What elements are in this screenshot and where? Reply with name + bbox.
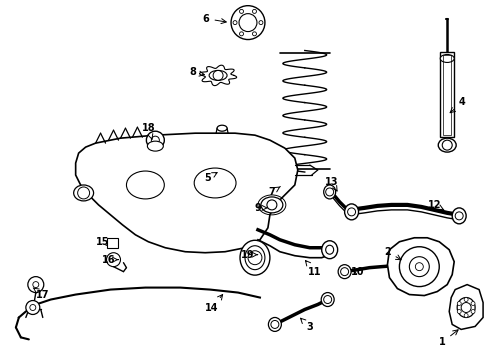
Ellipse shape xyxy=(326,245,334,254)
Circle shape xyxy=(399,247,439,287)
Ellipse shape xyxy=(245,246,265,270)
Circle shape xyxy=(341,268,348,276)
Circle shape xyxy=(461,302,471,312)
Ellipse shape xyxy=(126,171,164,199)
Text: 18: 18 xyxy=(142,123,155,139)
Text: 17: 17 xyxy=(33,288,49,300)
Circle shape xyxy=(400,261,408,269)
Polygon shape xyxy=(449,285,483,329)
Circle shape xyxy=(267,200,277,210)
Text: 9: 9 xyxy=(255,203,267,213)
Circle shape xyxy=(252,9,256,13)
Ellipse shape xyxy=(452,208,466,224)
Text: 15: 15 xyxy=(96,237,112,247)
Ellipse shape xyxy=(438,138,456,152)
Circle shape xyxy=(147,132,163,148)
Circle shape xyxy=(326,188,334,196)
Circle shape xyxy=(464,314,468,318)
Polygon shape xyxy=(215,128,229,180)
Text: 13: 13 xyxy=(325,177,339,191)
Text: 19: 19 xyxy=(241,250,258,260)
Ellipse shape xyxy=(440,54,454,62)
Ellipse shape xyxy=(74,185,94,201)
Text: 6: 6 xyxy=(203,14,226,24)
Ellipse shape xyxy=(240,240,270,275)
Circle shape xyxy=(151,136,159,144)
Circle shape xyxy=(240,32,244,36)
Text: 8: 8 xyxy=(190,67,204,77)
Circle shape xyxy=(271,320,279,328)
Ellipse shape xyxy=(321,293,334,306)
Circle shape xyxy=(28,276,44,293)
Circle shape xyxy=(347,208,356,216)
Ellipse shape xyxy=(324,185,336,199)
Circle shape xyxy=(409,257,429,276)
Text: 10: 10 xyxy=(351,267,364,276)
Ellipse shape xyxy=(147,141,163,151)
Ellipse shape xyxy=(194,168,236,198)
Circle shape xyxy=(416,263,423,271)
Circle shape xyxy=(77,187,90,199)
Text: 7: 7 xyxy=(269,186,280,197)
Polygon shape xyxy=(388,238,454,296)
Text: 5: 5 xyxy=(204,172,217,183)
Ellipse shape xyxy=(269,318,281,332)
Circle shape xyxy=(151,136,159,144)
Ellipse shape xyxy=(338,265,351,279)
Circle shape xyxy=(30,305,36,310)
Circle shape xyxy=(259,21,263,24)
Circle shape xyxy=(324,296,332,303)
Circle shape xyxy=(240,9,244,13)
Ellipse shape xyxy=(457,298,475,318)
Ellipse shape xyxy=(344,204,359,220)
Text: 2: 2 xyxy=(384,247,401,260)
Bar xyxy=(106,238,119,248)
Text: 11: 11 xyxy=(305,261,321,276)
Text: 4: 4 xyxy=(450,97,465,113)
Ellipse shape xyxy=(261,197,283,213)
Circle shape xyxy=(442,140,452,150)
Circle shape xyxy=(33,282,39,288)
Circle shape xyxy=(26,301,40,315)
Circle shape xyxy=(455,212,463,220)
Circle shape xyxy=(464,298,468,302)
Bar xyxy=(443,55,451,135)
Text: 12: 12 xyxy=(427,200,444,210)
Circle shape xyxy=(252,32,256,36)
Ellipse shape xyxy=(322,241,338,259)
Circle shape xyxy=(471,302,475,306)
Circle shape xyxy=(457,310,461,314)
Ellipse shape xyxy=(398,258,411,272)
Circle shape xyxy=(457,302,461,306)
Bar xyxy=(440,53,454,137)
Circle shape xyxy=(233,21,237,24)
Text: 3: 3 xyxy=(300,318,313,332)
Circle shape xyxy=(471,310,475,314)
Text: 1: 1 xyxy=(439,330,458,347)
Text: 14: 14 xyxy=(205,294,222,312)
Circle shape xyxy=(248,251,262,265)
Polygon shape xyxy=(75,133,298,253)
Text: 16: 16 xyxy=(102,255,118,265)
Circle shape xyxy=(147,131,164,149)
Ellipse shape xyxy=(217,125,227,131)
